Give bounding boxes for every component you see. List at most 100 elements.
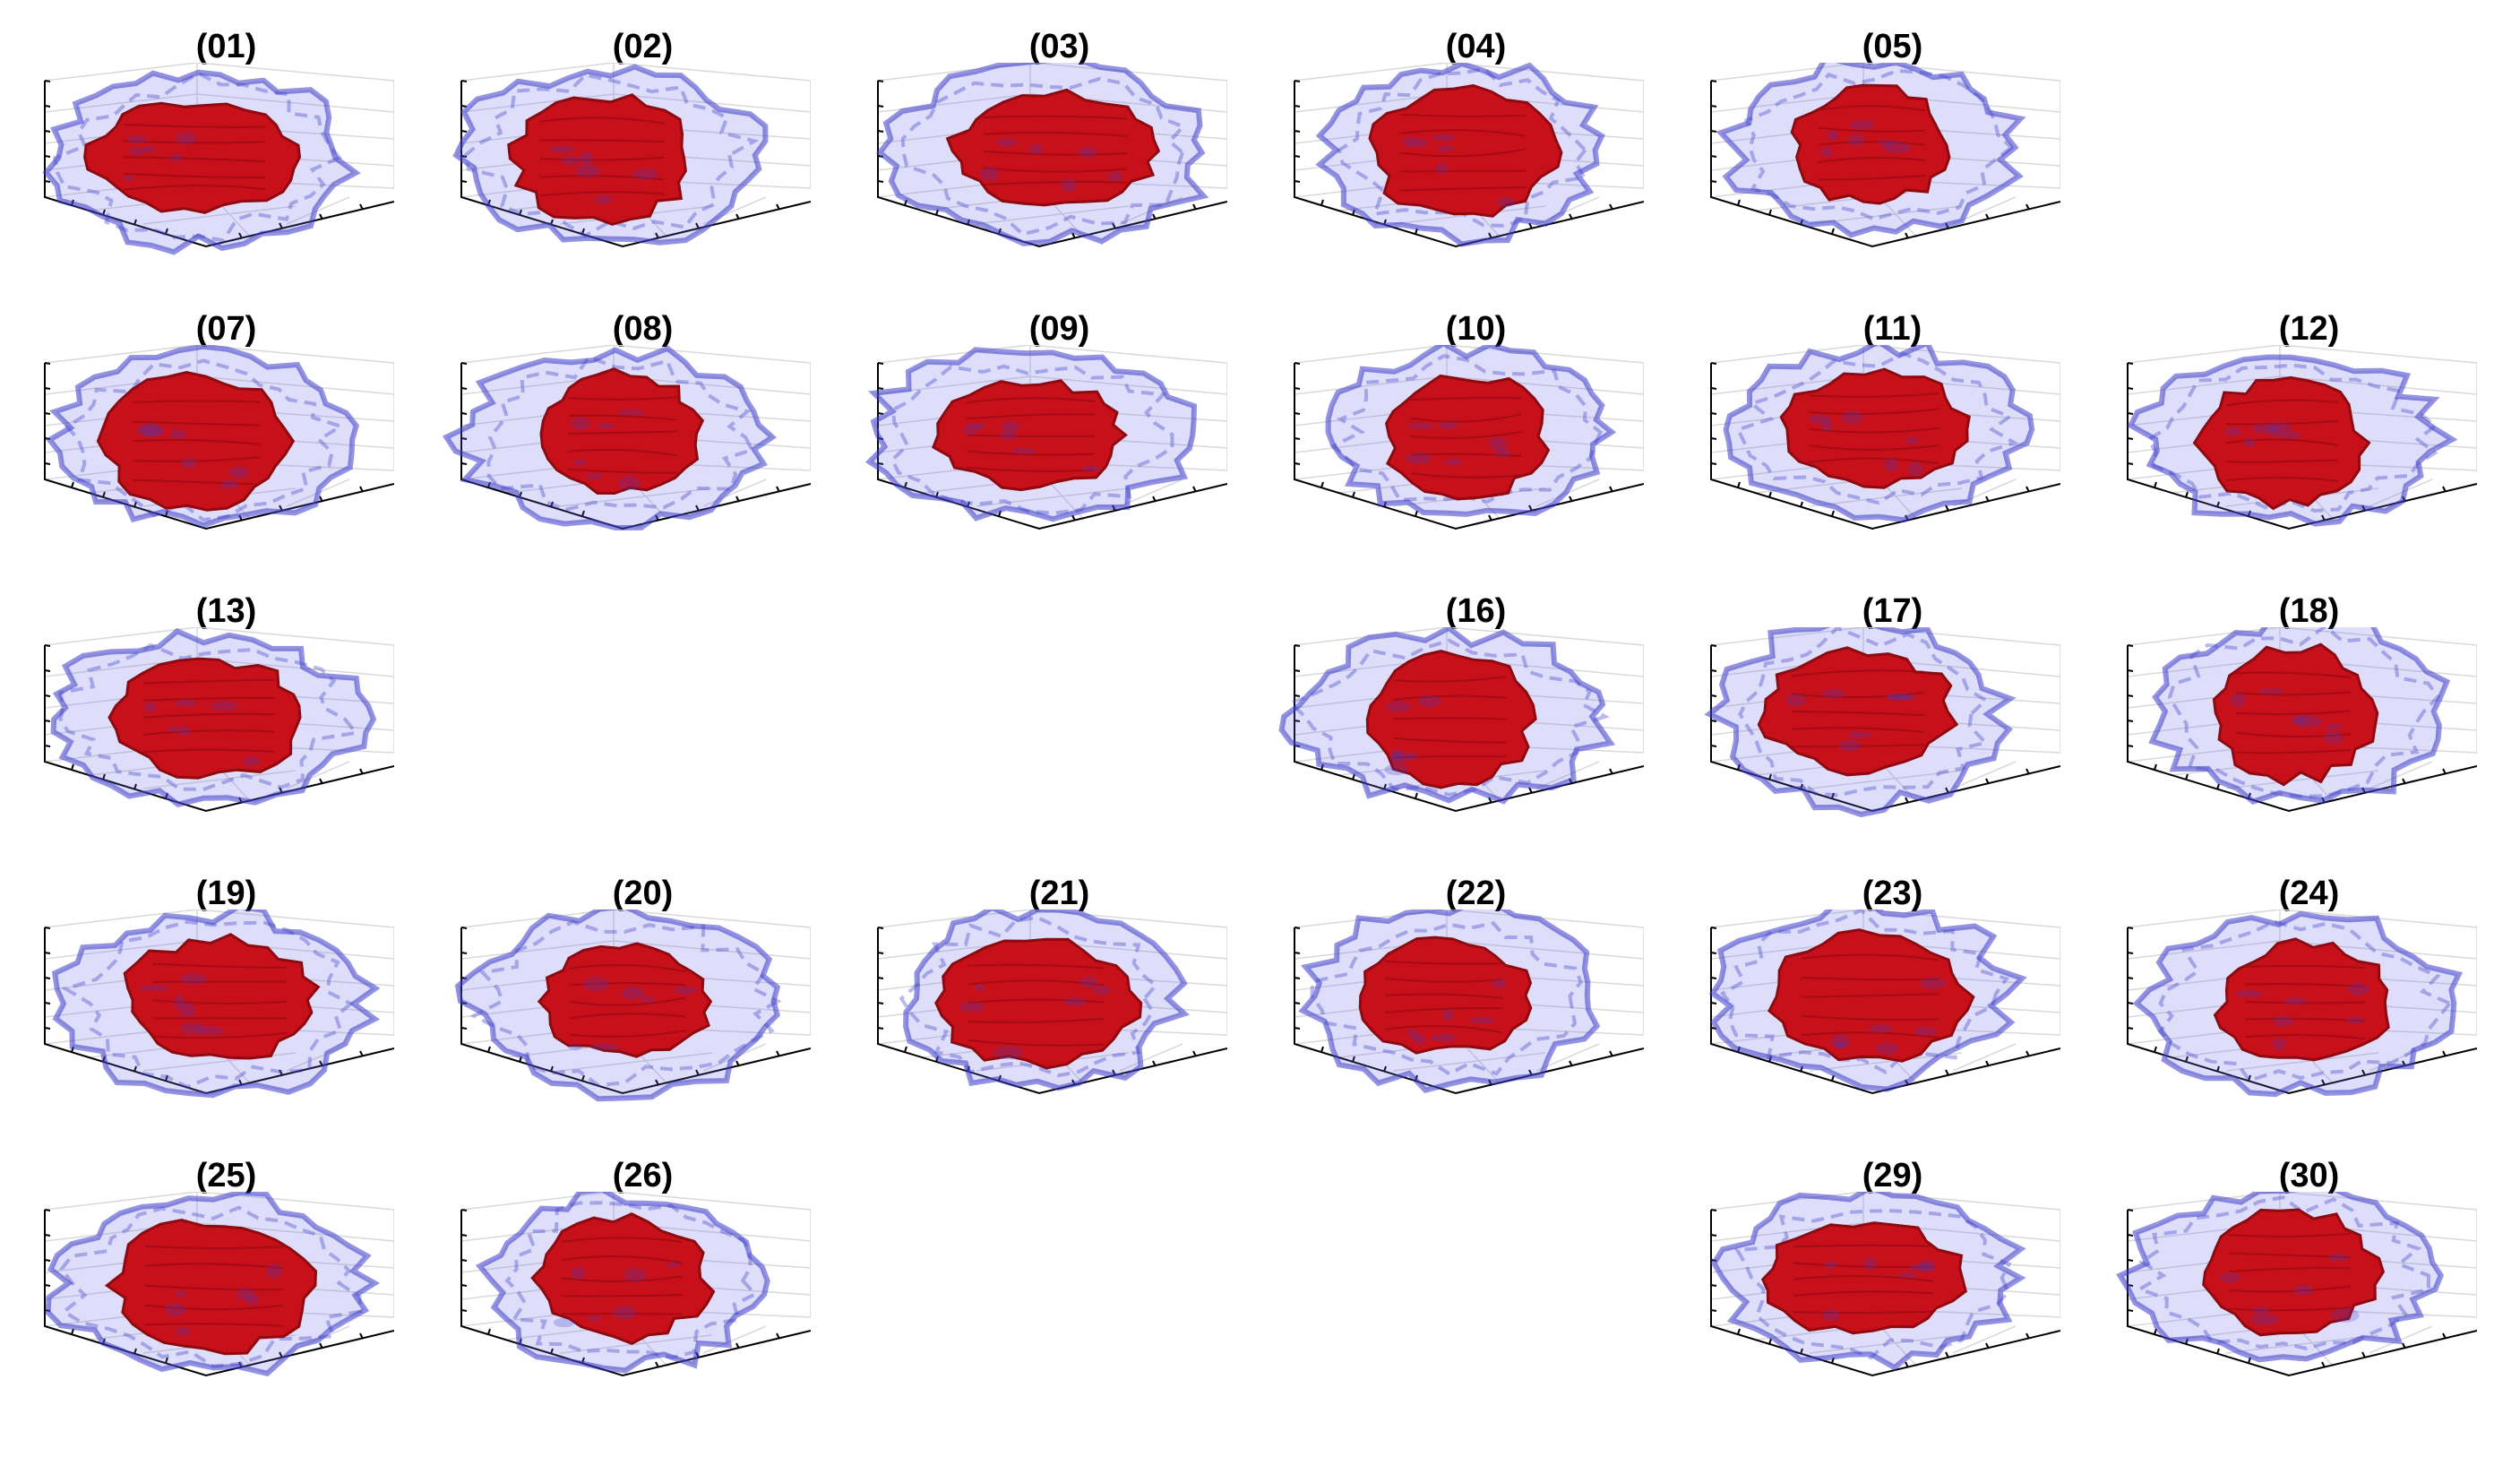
inner-surface [945,88,1161,207]
surface-plot [1708,910,2060,1095]
surface-panel: (08) [434,309,851,591]
surface-plot [1294,63,1644,248]
surface-panel: (16) [1268,591,1684,874]
panel-title: (11) [1862,310,1922,348]
surface-plot [2127,627,2477,813]
surface-panel: (23) [1684,874,2101,1156]
panel-title: (19) [195,875,257,912]
panel-title: (25) [195,1157,257,1194]
inner-surface [1368,83,1563,218]
panel-title: (05) [1862,28,1923,65]
inner-surface [1767,928,1975,1063]
panel-title: (29) [1862,1157,1923,1194]
surface-panel: (05) [1684,27,2101,309]
surface-panel: (22) [1268,874,1684,1156]
surface-panel: (25) [18,1156,434,1438]
inner-surface [1779,367,1971,489]
panel-title: (20) [612,875,674,912]
panel-title: (16) [1445,592,1507,630]
surface-plot [1278,627,1644,813]
panel-title: (13) [195,592,257,630]
surface-panel: (19) [18,874,434,1156]
surface-panel: (03) [851,27,1268,309]
surface-plot [44,1192,394,1377]
surface-plot [2127,345,2477,530]
surface-panel: (26) [434,1156,851,1438]
surface-panel: (10) [1268,309,1684,591]
inner-surface [2192,375,2371,511]
surface-plot [454,910,811,1102]
surface-panel: (11) [1684,309,2101,591]
surface-plot [1710,1192,2060,1377]
panel-title: (30) [2278,1157,2340,1194]
inner-surface [1790,83,1951,205]
surface-panel: (13) [18,591,434,874]
panel-title: (09) [1028,310,1090,348]
inner-surface [96,370,296,512]
panel-title: (08) [612,310,674,348]
inner-surface [104,1218,318,1356]
surface-plot [2127,910,2477,1098]
panel-title: (17) [1862,592,1923,630]
surface-plot [442,345,811,531]
panel-title: (26) [612,1157,674,1194]
surface-plot [1710,63,2060,248]
surface-plot [452,63,811,248]
surface-panel: (24) [2101,874,2517,1156]
surface-plot [1710,345,2060,530]
surface-panel: (02) [434,27,851,309]
panel-title: (22) [1445,875,1507,912]
surface-plot [2116,1192,2477,1377]
surface-plot [44,627,394,813]
panel-title: (24) [2278,875,2340,912]
surface-panel: (12) [2101,309,2517,591]
inner-surface [932,379,1128,492]
inner-surface [507,93,687,226]
surface-panel: (29) [1684,1156,2101,1438]
surface-plot [864,345,1227,530]
inner-surface [1757,646,1959,777]
inner-surface [123,933,321,1060]
inner-surface [934,937,1143,1070]
surface-panel: (04) [1268,27,1684,309]
panel-title: (12) [2278,310,2340,348]
inner-surface [2213,937,2390,1062]
surface-panel: (07) [18,309,434,591]
inner-surface [537,942,713,1058]
panel-title: (10) [1445,310,1507,348]
panel-title: (04) [1445,28,1507,65]
panel-title: (03) [1028,28,1090,65]
surface-plot [1704,627,2060,818]
inner-surface [539,367,705,496]
surface-panel: (21) [851,874,1268,1156]
surface-plot [875,63,1227,248]
surface-plot [44,910,394,1099]
panel-title: (01) [195,28,257,65]
inner-surface [1365,650,1537,789]
surface-plot [44,345,394,530]
inner-surface [2202,1208,2386,1337]
inner-surface [1760,1221,1968,1335]
surface-panel: (01) [18,27,434,309]
inner-surface [2212,642,2379,787]
surface-plot [1294,345,1644,530]
inner-surface [83,101,302,214]
surface-panel: (18) [2101,591,2517,874]
panel-title: (18) [2278,592,2340,630]
inner-surface [1358,935,1533,1055]
inner-surface [108,657,302,780]
panel-title: (07) [195,310,257,348]
panel-title: (02) [612,28,674,65]
surface-plot [460,1192,811,1377]
panel-title: (21) [1028,875,1090,912]
surface-plot [42,63,394,255]
surface-panel: (09) [851,309,1268,591]
panel-title: (23) [1862,875,1923,912]
inner-surface [1385,374,1551,501]
surface-plot [1294,910,1644,1095]
inner-surface [530,1211,716,1345]
surface-panel: (30) [2101,1156,2517,1438]
surface-panel: (20) [434,874,851,1156]
surface-panel: (17) [1684,591,2101,874]
